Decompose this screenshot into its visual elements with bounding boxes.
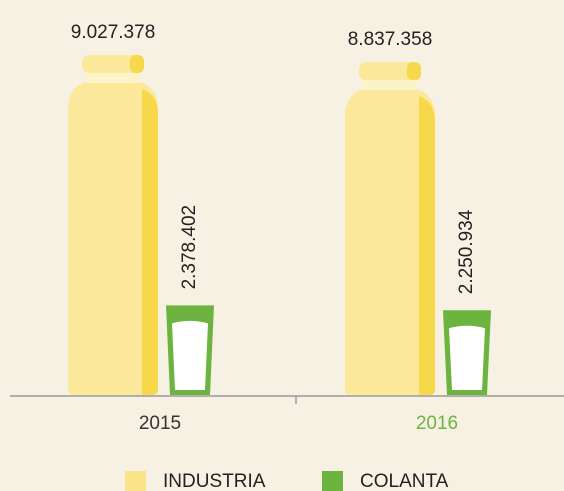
bottle-shade	[419, 96, 435, 395]
value-label: 2.250.934	[456, 209, 477, 294]
glass-inner	[172, 320, 208, 390]
bottle-cap-shade	[130, 55, 144, 73]
bottle	[68, 81, 158, 395]
legend-swatch	[125, 471, 146, 491]
glass-inner	[449, 325, 485, 390]
bottle-cap-shade	[407, 62, 421, 81]
legend-swatch	[322, 471, 343, 491]
value-label: 2.378.402	[179, 205, 200, 290]
x-tick-label: 2015	[139, 413, 181, 434]
legend-label: INDUSTRIA	[163, 471, 266, 491]
value-label: 9.027.378	[71, 22, 156, 43]
bottle-shade	[142, 89, 158, 395]
bottle-cap	[82, 55, 144, 73]
legend-label: COLANTA	[360, 471, 449, 491]
value-label: 8.837.358	[348, 29, 433, 50]
bottle-cap	[359, 62, 421, 81]
bottle	[345, 88, 435, 395]
x-tick-label: 2016	[416, 413, 458, 434]
